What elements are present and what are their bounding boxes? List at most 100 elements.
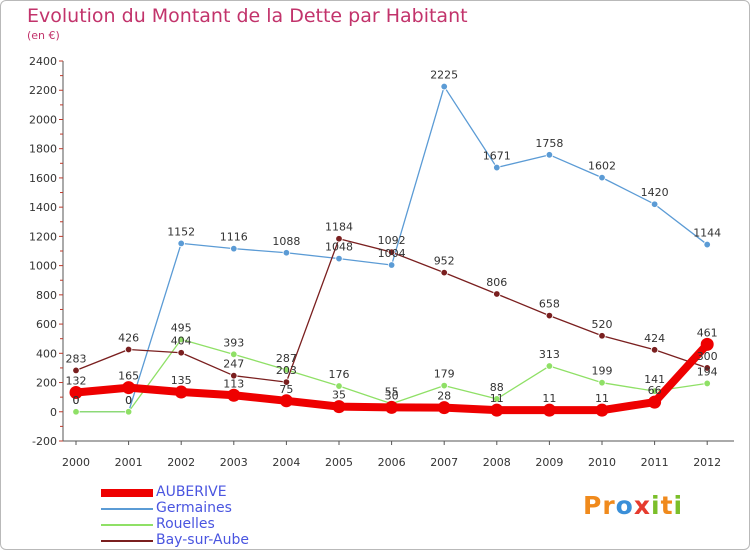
- data-point: [493, 163, 501, 172]
- data-point: [122, 381, 136, 395]
- data-point: [650, 387, 659, 395]
- data-point: [387, 248, 396, 256]
- logo-letter: o: [615, 491, 634, 520]
- data-point: [703, 379, 711, 388]
- data-label: 179: [434, 368, 455, 381]
- data-point: [385, 400, 399, 414]
- data-label: 0: [73, 394, 80, 407]
- data-label: 806: [486, 276, 507, 289]
- y-tick-label: 800: [36, 289, 57, 302]
- data-point: [595, 403, 609, 417]
- data-point: [177, 239, 185, 248]
- data-point: [335, 382, 343, 390]
- data-label: 132: [66, 374, 87, 387]
- data-point: [598, 332, 606, 340]
- logo-letter: t: [660, 491, 674, 520]
- data-label: 1088: [272, 235, 300, 248]
- data-label: 287: [276, 352, 297, 365]
- data-point: [545, 311, 554, 320]
- y-tick-label: 2200: [29, 84, 57, 97]
- data-point: [650, 200, 659, 208]
- data-label: 0: [125, 394, 132, 407]
- y-tick-label: -200: [32, 435, 57, 448]
- data-label: 300: [697, 350, 718, 363]
- data-label: 247: [223, 358, 244, 371]
- data-point: [545, 151, 554, 159]
- legend-label: Bay-sur-Aube: [156, 532, 249, 548]
- data-point: [335, 254, 343, 263]
- legend-swatch: [101, 540, 153, 542]
- data-label: 28: [437, 390, 451, 403]
- logo-letter: i: [673, 491, 684, 520]
- x-tick-label: 2008: [483, 456, 511, 469]
- logo-letter: x: [633, 491, 651, 520]
- legend-label: Germaines: [156, 500, 232, 516]
- y-tick-label: 1400: [29, 201, 57, 214]
- data-point: [545, 362, 554, 370]
- data-label: 1671: [483, 150, 511, 163]
- x-tick-label: 2001: [115, 456, 143, 469]
- y-tick-label: 400: [36, 347, 57, 360]
- data-label: 283: [66, 352, 87, 365]
- data-point: [332, 400, 346, 414]
- data-point: [124, 345, 133, 354]
- data-point: [177, 335, 185, 344]
- data-label: 11: [490, 392, 504, 405]
- data-point: [282, 378, 291, 386]
- data-point: [227, 388, 241, 402]
- x-tick-label: 2003: [220, 456, 248, 469]
- data-label: 35: [332, 389, 346, 402]
- y-tick-label: 1800: [29, 143, 57, 156]
- data-point: [230, 371, 238, 380]
- y-tick-label: 600: [36, 318, 57, 331]
- y-tick-label: 0: [50, 406, 57, 419]
- data-label: 424: [644, 332, 665, 345]
- y-tick-label: 1000: [29, 260, 57, 273]
- data-label: 135: [171, 374, 192, 387]
- data-label: 1602: [588, 160, 616, 173]
- data-label: 426: [118, 332, 139, 345]
- data-point: [648, 395, 662, 409]
- data-point: [282, 366, 291, 374]
- data-label: 1116: [220, 231, 248, 244]
- data-point: [650, 346, 659, 354]
- legend-swatch: [101, 508, 153, 510]
- data-label: 66: [648, 384, 662, 397]
- data-point: [490, 403, 504, 417]
- data-point: [440, 82, 448, 91]
- data-label: 75: [279, 383, 293, 396]
- data-label: 1004: [378, 247, 406, 260]
- x-tick-label: 2000: [62, 456, 90, 469]
- data-label: 88: [490, 381, 504, 394]
- data-label: 495: [171, 321, 192, 334]
- data-point: [177, 349, 185, 357]
- chart-subtitle: (en €): [27, 29, 60, 42]
- data-point: [703, 364, 711, 372]
- data-point: [335, 235, 343, 243]
- data-label: 113: [223, 377, 244, 390]
- y-tick-label: 200: [36, 377, 57, 390]
- data-point: [440, 381, 448, 390]
- legend-swatch: [101, 524, 153, 526]
- legend-label: Rouelles: [156, 516, 215, 532]
- data-point: [279, 394, 293, 408]
- data-point: [387, 261, 396, 269]
- data-point: [700, 337, 714, 351]
- data-label: 0: [125, 394, 132, 407]
- y-tick-label: 2000: [29, 113, 57, 126]
- data-label: 313: [539, 348, 560, 361]
- data-label: 1758: [535, 137, 563, 150]
- data-point: [598, 378, 606, 387]
- data-label: 1420: [641, 186, 669, 199]
- x-tick-label: 2006: [378, 456, 406, 469]
- data-label: 30: [385, 389, 399, 402]
- data-label: 176: [329, 368, 350, 381]
- data-label: 199: [592, 365, 613, 378]
- data-point: [69, 385, 83, 399]
- data-point: [598, 173, 606, 182]
- data-label: 203: [276, 364, 297, 377]
- y-tick-label: 2400: [29, 55, 57, 68]
- x-tick-label: 2011: [641, 456, 669, 469]
